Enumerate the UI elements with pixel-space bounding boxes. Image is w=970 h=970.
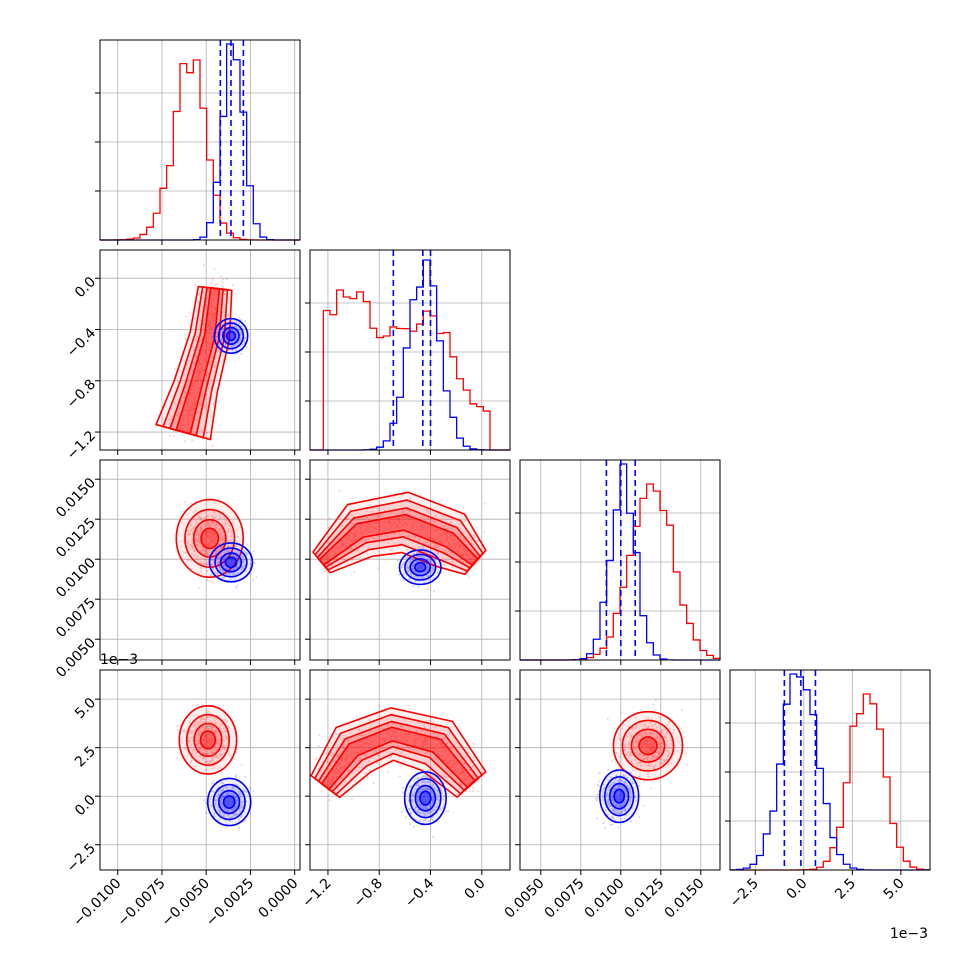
y-tick-label: 0.0150 [53, 475, 99, 521]
blue-contour [214, 547, 248, 578]
x-tick-label: 0.0125 [622, 876, 668, 922]
x-tick-label: 0.0050 [502, 876, 548, 922]
pair-panel-3-2 [519, 669, 721, 871]
blue-contour [414, 561, 427, 573]
panel-frame [99, 669, 301, 871]
pair-panel-3-1 [309, 669, 511, 871]
red-contour [199, 730, 217, 750]
red-contour [193, 722, 223, 758]
y-tick-label: −0.8 [64, 377, 99, 412]
blue-contour [218, 789, 241, 815]
blue-contour [414, 784, 437, 812]
blue-contour [603, 775, 635, 817]
blue-contour [222, 795, 236, 809]
blue-contour [224, 556, 238, 569]
blue-contour [419, 790, 432, 806]
diag-panel-3 [725, 669, 931, 871]
y-tick-label: 0.0050 [53, 635, 99, 681]
diag-panel-0 [95, 39, 301, 241]
diag-panel-1 [305, 249, 511, 451]
y-tick-label: 0.0075 [53, 595, 99, 641]
blue-contour [219, 552, 243, 573]
y-tick-label: 0.0125 [53, 515, 99, 561]
panel-frame [309, 669, 511, 871]
scatter-points-red [606, 699, 688, 790]
x-offset-label: 1e−3 [890, 926, 928, 942]
red-contour [175, 498, 244, 579]
x-tick-label: −0.4 [402, 875, 437, 910]
diag-panel-2 [515, 459, 721, 661]
histogram-red [730, 693, 931, 871]
panel-frame [99, 459, 301, 661]
red-contour [175, 287, 221, 435]
red-contour [612, 710, 684, 781]
y-tick-label: −1.2 [64, 428, 99, 463]
histogram-blue [310, 259, 510, 451]
y-tick-label: 0.0100 [53, 555, 99, 601]
blue-contour [222, 326, 240, 346]
y-tick-label: −0.4 [64, 325, 99, 360]
x-tick-label: −2.5 [727, 876, 762, 911]
x-tick-label: 0.0075 [542, 876, 588, 922]
x-tick-label: −1.2 [299, 876, 334, 911]
blue-contour [409, 777, 442, 819]
red-contour [621, 719, 675, 772]
panel-content [100, 460, 300, 660]
x-tick-label: 0.0000 [256, 876, 302, 922]
x-tick-label: 0.0 [462, 876, 489, 903]
panel-frame [309, 249, 511, 451]
red-contour [200, 527, 220, 550]
x-tick-label: −0.8 [351, 876, 386, 911]
red-contour [178, 705, 238, 775]
blue-contour [212, 783, 246, 821]
pair-panel-3-0 [99, 669, 301, 871]
x-tick-label: 0.0150 [662, 876, 708, 922]
panel-content [310, 460, 510, 660]
red-contour [638, 736, 658, 756]
panel-content [100, 250, 300, 450]
x-tick-label: 0.0100 [582, 876, 628, 922]
red-contour [630, 728, 666, 763]
red-contour [185, 713, 231, 766]
panel-frame [309, 459, 511, 661]
pair-panel-2-0 [99, 459, 301, 661]
blue-contour [613, 788, 626, 804]
panel-frame [519, 459, 721, 661]
x-tick-label: 5.0 [881, 876, 908, 903]
x-tick-label: −0.0025 [203, 876, 257, 930]
histogram-red [99, 59, 300, 241]
panel-frame [99, 39, 301, 241]
pair-panel-1-0 [99, 249, 301, 451]
panel-content [520, 670, 720, 870]
blue-contour [409, 558, 432, 577]
red-contour [318, 513, 479, 567]
panel-frame [519, 669, 721, 871]
red-contour [320, 726, 477, 791]
panel-content [310, 670, 510, 870]
blue-contour [609, 782, 630, 810]
panel-content [100, 670, 300, 870]
blue-contour [225, 330, 237, 342]
panel-frame [729, 669, 931, 871]
y-tick-label: −2.5 [64, 841, 99, 876]
y-offset-label: 1e−3 [100, 652, 138, 668]
x-tick-label: 0.0 [784, 876, 811, 903]
x-tick-label: 2.5 [832, 876, 859, 903]
pair-panel-2-1 [309, 459, 511, 661]
panel-frame [99, 249, 301, 451]
